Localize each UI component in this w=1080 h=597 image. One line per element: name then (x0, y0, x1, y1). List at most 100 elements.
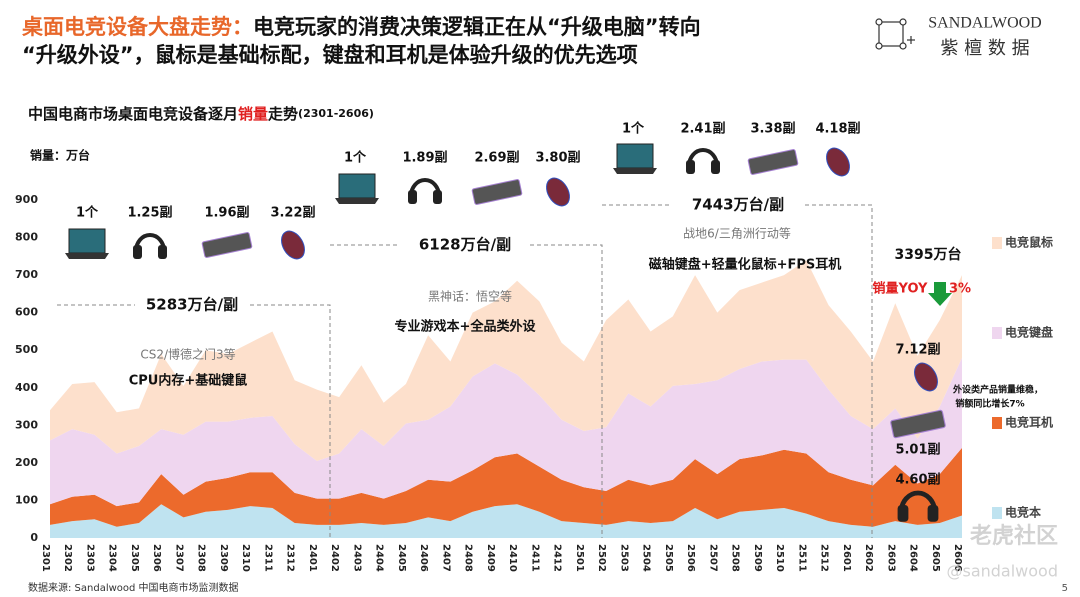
x-tick-label: 2408 (463, 544, 474, 572)
y-tick-label: 700 (15, 268, 38, 281)
x-tick-label: 2307 (173, 544, 184, 572)
keyboard (201, 232, 253, 258)
annotation: 1个 (76, 205, 99, 221)
annotation: 战地6/三角洲行动等 (683, 227, 791, 241)
product-icon (133, 233, 167, 259)
legend-label: 电竞本 (1005, 505, 1041, 520)
product-icon (281, 230, 305, 260)
laptop-screen (338, 173, 376, 199)
logo-mark (875, 18, 915, 50)
product-icon (201, 232, 253, 258)
x-tick-label: 2303 (84, 544, 95, 572)
product-icon (471, 179, 523, 205)
annotation: 7443万台/副 (692, 196, 784, 214)
product-icon (826, 147, 850, 177)
x-tick-label: 2401 (307, 544, 318, 572)
x-tick-label: 2602 (863, 544, 874, 572)
period-bracket (57, 304, 331, 538)
x-tick-label: 2501 (574, 544, 585, 572)
area (50, 504, 962, 538)
headline-text: 电竞玩家的消费决策逻辑正在从“升级电脑”转向 (253, 15, 701, 39)
annotation: 专业游戏本+全品类外设 (395, 319, 537, 335)
annotation: 6128万台/副 (419, 236, 511, 254)
y-tick-label: 900 (15, 193, 38, 206)
mouse (281, 230, 305, 260)
annotation: 5283万台/副 (146, 296, 238, 314)
annotation: CPU内存+基础键鼠 (129, 373, 248, 389)
watermark: @sandalwood (946, 562, 1058, 581)
legend-swatch (992, 327, 1002, 339)
keyboard (747, 149, 799, 175)
x-tick-label: 2506 (685, 544, 696, 572)
period-bracket (602, 204, 873, 538)
x-tick-label: 2604 (908, 544, 919, 572)
x-tick-label: 2309 (218, 544, 229, 572)
earcup (433, 190, 442, 204)
annotation: 3.22副 (270, 206, 315, 221)
product-icon (408, 178, 442, 204)
annotation: 3.38副 (750, 122, 795, 137)
x-tick-label: 2606 (952, 544, 963, 572)
x-tick-label: 2301 (40, 544, 51, 572)
legend-label: 电竞耳机 (1005, 415, 1053, 430)
y-tick-label: 300 (15, 418, 38, 431)
x-tick-label: 2603 (885, 544, 896, 572)
y-tick-label: 800 (15, 231, 38, 244)
laptop-base (613, 168, 657, 174)
headset (898, 490, 938, 513)
y-tick-label: 400 (15, 381, 38, 394)
mouse (826, 147, 850, 177)
legend-swatch (992, 237, 1002, 249)
annotation: 7.12副 (895, 343, 940, 358)
product-icon (546, 177, 570, 207)
laptop-screen (616, 143, 654, 169)
keyboard (890, 409, 946, 439)
product-icon (897, 490, 939, 522)
x-tick-label: 2305 (129, 544, 140, 572)
x-tick-label: 2308 (196, 544, 207, 572)
x-tick-label: 2406 (418, 544, 429, 572)
headline-text: “升级外设”，鼠标是基础标配，键盘和耳机是体验升级的优先选项 (22, 43, 638, 67)
x-tick-label: 2304 (107, 544, 118, 572)
annotation: 1个 (622, 121, 645, 137)
x-tick-label: 2508 (730, 544, 741, 572)
annotation: 2.69副 (474, 151, 519, 166)
x-tick-label: 2405 (396, 544, 407, 572)
x-tick-label: 2509 (752, 544, 763, 572)
y-axis-title: 销量：万台 (30, 148, 90, 163)
laptop-screen (68, 228, 106, 254)
x-tick-label: 2311 (262, 544, 273, 572)
page-number: 5 (1062, 583, 1068, 594)
legend-swatch (992, 507, 1002, 519)
keyboard (471, 179, 523, 205)
laptop-base (335, 198, 379, 204)
product-icon (65, 228, 109, 259)
mouse (546, 177, 570, 207)
x-tick-label: 2505 (663, 544, 674, 572)
legend-label: 电竞鼠标 (1005, 235, 1053, 250)
headset (134, 233, 166, 252)
annotation: 外设类产品销量维稳， (952, 384, 1043, 396)
x-tick-label: 2507 (707, 544, 718, 572)
down-arrow (928, 282, 952, 306)
annotation: 3395万台 (895, 246, 962, 263)
annotation: 4.18副 (815, 122, 860, 137)
area (50, 447, 962, 527)
y-tick-label: 500 (15, 343, 38, 356)
x-tick-label: 2503 (618, 544, 629, 572)
annotation: 黑神话：悟空等 (428, 289, 512, 304)
x-tick-label: 2404 (374, 544, 385, 572)
annotation: 1.25副 (127, 206, 172, 221)
x-tick-label: 2412 (552, 544, 563, 572)
x-tick-label: 2306 (151, 544, 162, 572)
chart-title-part: 中国电商市场桌面电竞设备逐月 (28, 105, 238, 123)
headset (687, 148, 719, 167)
product-icon (686, 148, 720, 174)
x-tick-label: 2302 (62, 544, 73, 572)
earcup (133, 245, 142, 259)
annotation: CS2/博德之门3等 (140, 347, 235, 362)
annotation: 4.60副 (895, 473, 940, 488)
headset (409, 178, 441, 197)
x-tick-label: 2510 (774, 544, 785, 572)
annotation: 1.89副 (402, 151, 447, 166)
